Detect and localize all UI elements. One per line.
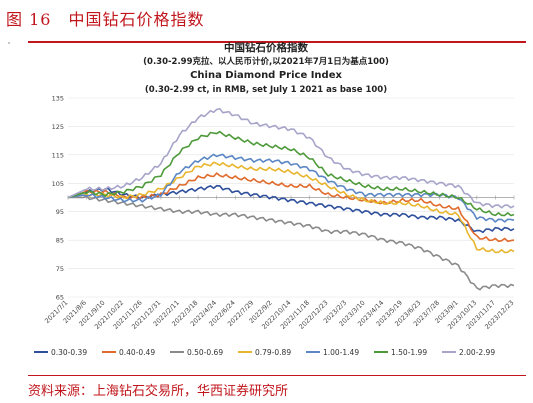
y-tick-label: 105 — [52, 180, 64, 188]
top-divider — [28, 41, 526, 43]
legend-label: 1.50-1.99 — [391, 348, 427, 357]
chart-title-line-2: China Diamond Price Index — [190, 70, 342, 81]
chart-title-line-1: (0.30-2.99克拉、以人民币计价,以2021年7月1日为基点100) — [143, 56, 389, 67]
y-tick-label: 115 — [52, 151, 64, 159]
y-tick-label: 95 — [56, 208, 64, 216]
y-tick-label: 125 — [52, 123, 64, 131]
legend-label: 0.79-0.89 — [255, 348, 291, 357]
chart-title-line-3: (0.30-2.99 ct, in RMB, set July 1 2021 a… — [145, 85, 387, 95]
series-line-1.50-1.99 — [67, 130, 515, 217]
legend-label: 1.00-1.49 — [323, 348, 359, 357]
series-line-0.50-0.69 — [68, 195, 515, 291]
series-line-2.00-2.99 — [67, 108, 515, 209]
source-note: 资料来源：上海钻石交易所，华西证券研究所 — [28, 384, 289, 399]
figure-title: 图 16 中国钻石价格指数 — [6, 10, 205, 29]
series-line-0.30-0.39 — [67, 184, 515, 234]
y-tick-label: 65 — [56, 294, 64, 302]
legend-label: 0.40-0.49 — [119, 348, 155, 357]
legend-label: 2.00-2.99 — [459, 348, 495, 357]
legend-label: 0.30-0.39 — [51, 348, 87, 357]
y-tick-label: 135 — [52, 95, 64, 103]
y-tick-label: 85 — [56, 237, 64, 245]
series-line-0.79-0.89 — [67, 161, 515, 254]
edge-mark — [8, 42, 10, 44]
series-line-0.40-0.49 — [67, 172, 515, 243]
bottom-divider — [28, 375, 526, 376]
chart-title-line-0: 中国钻石价格指数 — [224, 41, 308, 54]
y-tick-label: 75 — [56, 265, 64, 273]
legend-label: 0.50-0.69 — [187, 348, 223, 357]
